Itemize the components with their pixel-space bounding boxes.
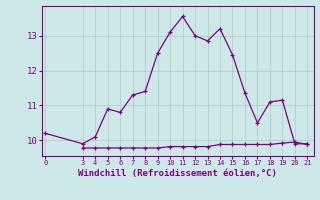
X-axis label: Windchill (Refroidissement éolien,°C): Windchill (Refroidissement éolien,°C)	[78, 169, 277, 178]
